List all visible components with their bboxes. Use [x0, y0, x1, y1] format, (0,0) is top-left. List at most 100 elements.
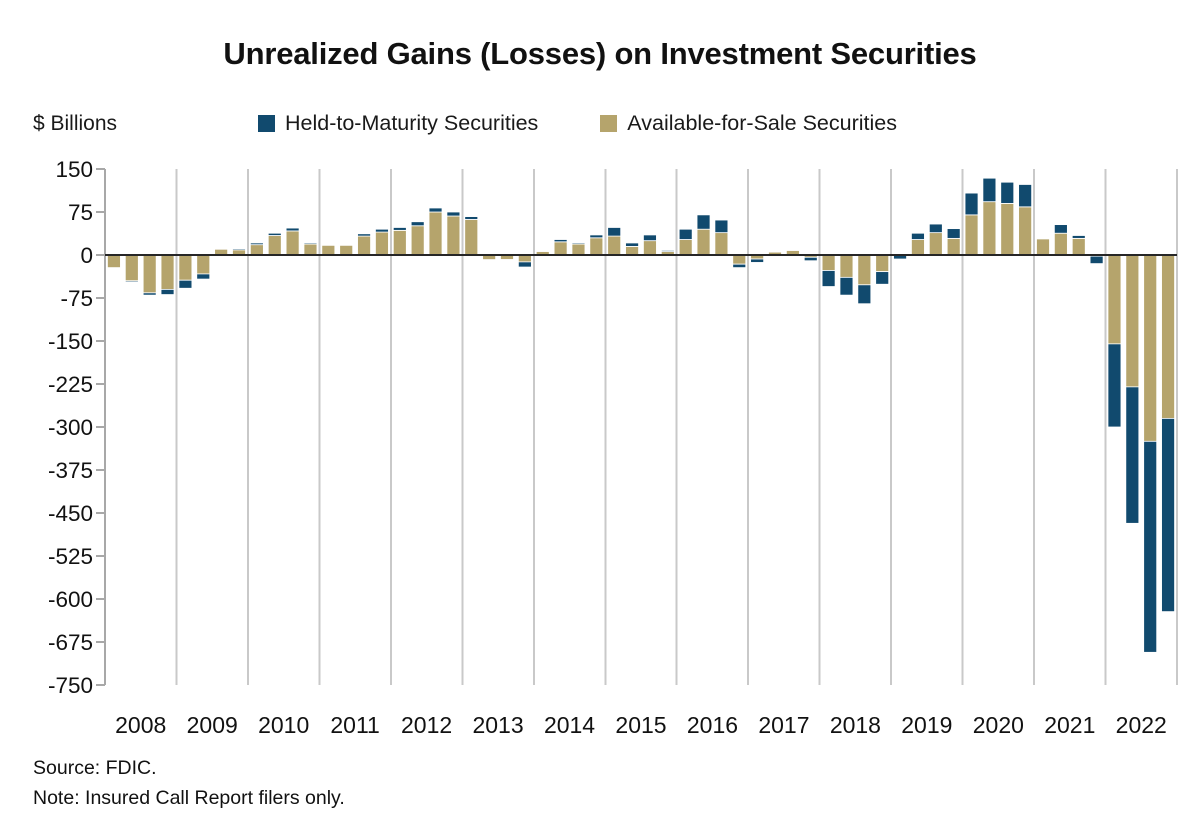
bar-htm-segment [875, 271, 890, 285]
bar-afs-segment [714, 232, 729, 256]
bar-afs-segment [1053, 232, 1068, 256]
bar-afs-segment [1000, 202, 1015, 256]
bar-htm-segment [321, 244, 336, 246]
bar-afs-segment [821, 254, 836, 271]
bar-afs-segment [946, 237, 961, 256]
bar-afs-segment [392, 229, 407, 256]
bar-htm-segment [232, 248, 246, 251]
bar-afs-segment [982, 201, 997, 256]
bar-htm-segment [964, 192, 979, 216]
bar-afs-segment [964, 214, 979, 256]
legend-label-htm: Held-to-Maturity Securities [285, 111, 539, 135]
bar-afs-segment [1125, 254, 1140, 388]
bar-htm-segment [625, 242, 639, 247]
legend-label-afs: Available-for-Sale Securities [627, 111, 897, 135]
bar-afs-segment [160, 254, 175, 290]
x-year-label: 2020 [973, 712, 1024, 738]
x-year-label: 2010 [258, 712, 309, 738]
x-year-label: 2016 [687, 712, 738, 738]
bar-afs-segment [1143, 254, 1158, 442]
bar-htm-segment [517, 261, 532, 268]
y-tick-label: -525 [48, 544, 93, 569]
bar-afs-segment [1018, 206, 1033, 256]
x-year-label: 2011 [330, 712, 379, 738]
bar-htm-segment [285, 227, 300, 232]
y-tick-label: -675 [48, 630, 93, 655]
bar-htm-segment [142, 292, 157, 296]
bar-afs-segment [678, 239, 693, 256]
bar-htm-segment [500, 259, 514, 261]
y-tick-label: 75 [68, 200, 93, 225]
bar-afs-segment [178, 254, 193, 281]
bar-afs-segment [321, 244, 336, 256]
bar-htm-segment [678, 228, 693, 240]
x-year-label: 2008 [115, 712, 166, 738]
htm-swatch-icon [258, 115, 275, 132]
bar-htm-segment [553, 239, 568, 243]
bar-afs-segment [107, 254, 121, 269]
bar-afs-segment [928, 232, 943, 256]
bar-afs-segment [553, 241, 568, 256]
bar-afs-segment [410, 225, 425, 256]
y-tick-label: -750 [48, 673, 93, 698]
bar-afs-segment [357, 235, 371, 256]
bar-afs-segment [875, 254, 890, 273]
bar-htm-segment [1018, 184, 1033, 208]
bar-afs-segment [839, 254, 854, 278]
bar-afs-segment [517, 254, 532, 263]
afs-swatch-icon [600, 115, 618, 132]
bar-htm-segment [1161, 417, 1175, 613]
y-tick-label: -375 [48, 458, 93, 483]
bar-htm-segment [303, 242, 318, 245]
note-text: Note: Insured Call Report filers only. [33, 787, 345, 809]
bar-htm-segment [267, 232, 282, 236]
bar-htm-segment [196, 273, 211, 280]
bar-htm-segment [1107, 343, 1122, 428]
bar-afs-segment [339, 244, 354, 256]
bar-htm-segment [428, 207, 443, 213]
x-year-label: 2009 [187, 712, 238, 738]
bar-htm-segment [178, 279, 193, 289]
source-text: Source: FDIC. [33, 757, 157, 779]
bar-htm-segment [750, 258, 765, 263]
y-tick-label: 150 [55, 157, 93, 182]
bar-htm-segment [660, 250, 675, 252]
bar-htm-segment [571, 242, 586, 245]
bar-htm-segment [124, 280, 139, 283]
x-year-label: 2015 [615, 712, 666, 738]
bar-afs-segment [196, 254, 211, 275]
bar-htm-segment [643, 234, 657, 242]
y-tick-label: -225 [48, 372, 93, 397]
y-tick-label: -75 [60, 286, 93, 311]
legend-item-afs: Available-for-Sale Securities [600, 111, 897, 136]
y-tick-label: -300 [48, 415, 93, 440]
bar-htm-segment [339, 244, 354, 246]
bar-htm-segment [1071, 235, 1086, 239]
bar-afs-segment [911, 239, 925, 256]
bar-afs-segment [303, 243, 318, 256]
bar-htm-segment [446, 211, 461, 217]
bar-htm-segment [607, 227, 622, 237]
bar-afs-segment [124, 254, 139, 282]
bar-afs-segment [1107, 254, 1122, 345]
bar-htm-segment [589, 234, 604, 239]
bar-afs-segment [1161, 254, 1175, 419]
bar-htm-segment [375, 228, 389, 233]
y-tick-label: -450 [48, 501, 93, 526]
bar-afs-segment [428, 211, 443, 256]
bar-afs-segment [732, 254, 747, 265]
x-year-label: 2022 [1116, 712, 1167, 738]
bar-htm-segment [1143, 440, 1158, 653]
y-axis-unit-label: $ Billions [33, 112, 118, 135]
legend: Held-to-Maturity Securities Available-fo… [258, 111, 897, 136]
bar-afs-segment [285, 230, 300, 256]
bar-htm-segment [357, 233, 371, 237]
chart-title: Unrealized Gains (Losses) on Investment … [223, 36, 977, 71]
bar-afs-segment [1036, 238, 1050, 256]
y-tick-label: 0 [80, 243, 93, 268]
bar-afs-segment [607, 235, 622, 256]
bar-htm-segment [946, 228, 961, 239]
bar-htm-segment [464, 216, 479, 220]
bar-htm-segment [839, 276, 854, 296]
